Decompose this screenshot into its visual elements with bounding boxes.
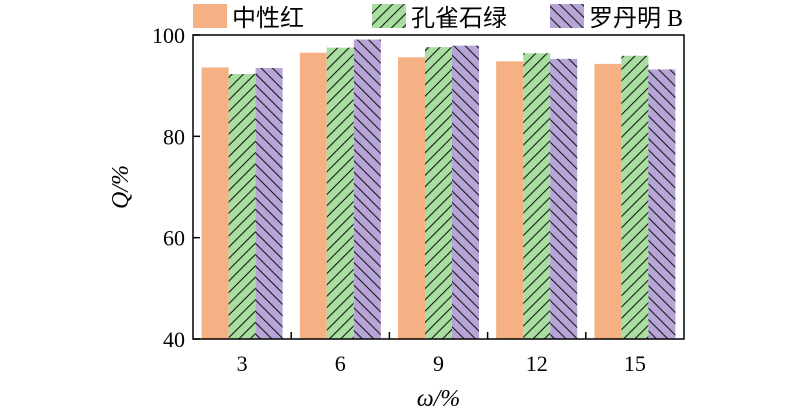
bar-3-12 <box>550 58 578 340</box>
legend-label-3: 罗丹明 B <box>589 6 683 32</box>
bar-3-6 <box>353 39 381 340</box>
x-axis-title: ω/% <box>417 386 461 412</box>
bar-2-15 <box>621 55 649 339</box>
legend-label-1: 中性红 <box>232 5 304 32</box>
bar-3-15 <box>648 69 676 339</box>
y-axis-title: Q/% <box>108 165 134 209</box>
plot-frame <box>192 34 685 340</box>
bar-3-9 <box>452 45 479 339</box>
bar-1-12 <box>496 61 524 339</box>
y-tick-label: 100 <box>152 23 185 48</box>
bar-1-9 <box>398 57 425 339</box>
x-tick-label: 3 <box>237 351 248 376</box>
y-tick-label: 80 <box>163 124 185 149</box>
bar-2-12 <box>523 53 551 340</box>
bar-1-3 <box>201 67 229 339</box>
x-tick-label: 15 <box>624 351 646 376</box>
legend: 中性红 孔雀石绿 罗丹明 B <box>193 4 683 32</box>
x-tick-label: 12 <box>526 351 548 376</box>
legend-swatch-2 <box>372 4 406 28</box>
bar-2-3 <box>228 74 256 339</box>
bar-1-6 <box>299 52 327 339</box>
bar-2-6 <box>326 47 354 340</box>
axes <box>192 34 685 340</box>
labels: 40 60 80 100 3 6 9 12 15 ω/% Q/% <box>108 23 646 412</box>
x-tick-label: 9 <box>433 351 444 376</box>
y-tick-label: 60 <box>163 226 185 251</box>
y-tick-label: 40 <box>163 327 185 352</box>
bars <box>201 39 676 340</box>
legend-label-2: 孔雀石绿 <box>411 5 507 32</box>
x-tick-label: 6 <box>335 351 346 376</box>
bar-1-15 <box>594 63 622 339</box>
legend-swatch-1 <box>193 4 227 28</box>
legend-swatch-3 <box>550 4 584 28</box>
bar-2-9 <box>425 47 452 339</box>
bar-3-3 <box>255 67 283 339</box>
